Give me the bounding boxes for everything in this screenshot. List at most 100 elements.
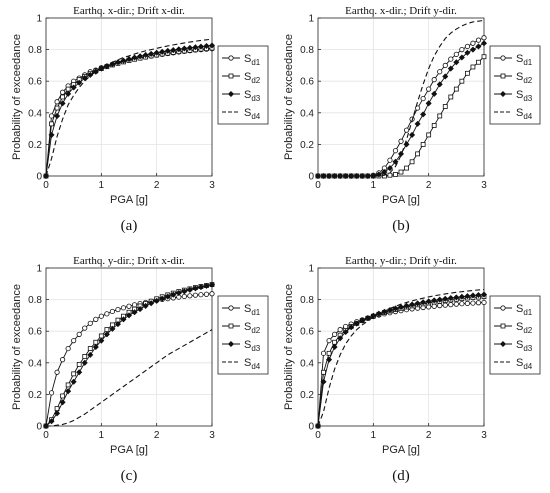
data-point	[464, 300, 470, 306]
data-point	[464, 49, 471, 56]
data-point	[115, 306, 121, 313]
series-d4	[317, 288, 485, 427]
data-point	[475, 43, 482, 50]
data-point	[326, 356, 333, 363]
data-point	[48, 390, 55, 396]
data-point	[448, 56, 454, 62]
data-point	[153, 49, 160, 56]
data-point	[186, 44, 193, 51]
data-point	[387, 157, 393, 163]
x-axis-label: PGA [g]	[382, 444, 420, 456]
x-tick-label: 0	[43, 430, 49, 441]
data-point	[332, 339, 338, 345]
legend-box	[489, 295, 541, 375]
data-point	[49, 121, 54, 127]
legend-label: Sd4	[516, 357, 533, 371]
data-point	[181, 293, 187, 300]
data-point	[98, 337, 105, 344]
data-point	[475, 291, 482, 299]
x-tick-label: 3	[481, 430, 487, 441]
data-point	[125, 56, 133, 63]
data-point	[398, 169, 404, 175]
data-point	[109, 325, 116, 332]
data-point	[426, 132, 432, 138]
data-point	[321, 369, 326, 375]
data-point	[92, 343, 99, 351]
y-axis-label: Probability of exceedance	[11, 34, 23, 160]
y-tick-label: 0.4	[28, 358, 42, 369]
data-point	[76, 361, 82, 367]
data-point	[337, 172, 344, 180]
data-point	[458, 54, 465, 61]
panel-label: (c)	[121, 468, 138, 484]
y-tick-label: 0.2	[28, 390, 42, 401]
x-tick-label: 2	[426, 180, 432, 191]
data-point	[353, 320, 360, 327]
data-point	[453, 86, 459, 92]
legend-box	[217, 45, 269, 125]
data-point	[192, 44, 199, 51]
data-point	[98, 333, 104, 339]
data-point	[469, 46, 476, 53]
legend-label: Sd2	[516, 71, 533, 85]
data-point	[403, 127, 410, 133]
x-tick-label: 3	[481, 180, 487, 191]
data-point	[386, 307, 393, 314]
data-point	[480, 291, 488, 298]
data-point	[320, 350, 327, 356]
data-point	[181, 45, 188, 52]
data-point	[104, 311, 110, 317]
series-line	[45, 38, 213, 177]
x-tick-label: 0	[315, 430, 321, 441]
data-point	[227, 340, 235, 348]
data-point	[442, 295, 449, 302]
data-point	[76, 79, 83, 86]
series-d3	[42, 42, 216, 180]
data-point	[82, 325, 88, 331]
data-point	[464, 70, 470, 76]
y-tick-label: 0	[36, 172, 42, 183]
data-point	[71, 338, 77, 344]
data-point	[326, 338, 332, 344]
legend-label: Sd3	[516, 89, 533, 103]
y-tick-label: 0.6	[300, 327, 314, 338]
series-d4	[318, 19, 485, 177]
data-point	[131, 309, 138, 316]
data-point	[175, 289, 182, 296]
data-point	[353, 172, 360, 180]
data-point	[164, 47, 171, 54]
data-point	[464, 293, 471, 300]
data-point	[60, 94, 65, 100]
data-point	[54, 105, 60, 111]
data-point	[499, 90, 507, 98]
series-d4	[46, 329, 213, 427]
data-point	[442, 104, 448, 109]
data-point	[359, 317, 366, 324]
data-point	[76, 369, 83, 376]
data-point	[431, 303, 437, 309]
data-point	[398, 138, 404, 144]
data-point	[170, 47, 177, 54]
axes-box	[45, 267, 213, 427]
data-point	[137, 53, 144, 60]
data-point	[48, 113, 55, 119]
data-point	[409, 159, 415, 165]
data-point	[426, 86, 432, 92]
data-point	[425, 100, 432, 107]
data-point	[198, 292, 204, 298]
data-point	[203, 42, 210, 49]
legend-box	[489, 45, 541, 125]
chart-panel-0: 0 1 2 3 0 0.2 0.4 0.6 0.8 1 Earthq. x-dir.; Drift …	[11, 5, 269, 234]
data-point	[153, 297, 160, 304]
data-point	[414, 300, 421, 307]
data-point	[60, 393, 65, 399]
data-point	[71, 371, 77, 377]
x-tick-label: 1	[371, 430, 377, 441]
x-tick-label: 2	[154, 180, 160, 191]
legend-label: Sd1	[244, 53, 261, 67]
y-tick-label: 0.4	[300, 108, 314, 119]
data-point	[81, 359, 88, 366]
data-point	[453, 51, 459, 57]
x-tick-label: 2	[426, 430, 432, 441]
